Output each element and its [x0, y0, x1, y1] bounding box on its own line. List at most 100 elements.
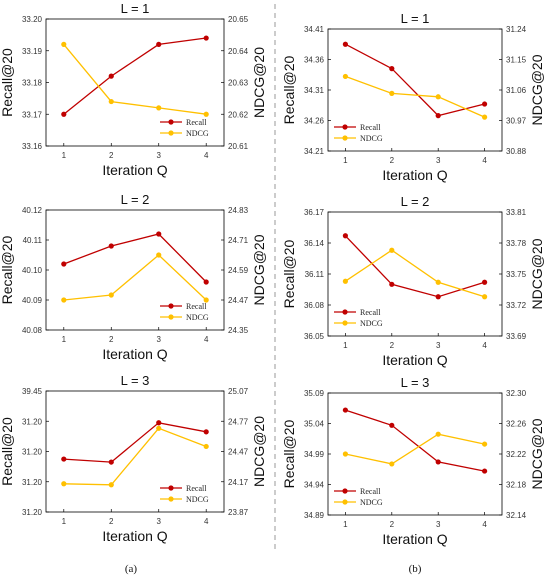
chart-title: L = 1: [401, 11, 430, 26]
y-tick-label: 40.09: [22, 296, 43, 305]
data-point-ndcg: [342, 451, 348, 457]
x-tick-label: 1: [343, 341, 348, 350]
data-point-recall: [108, 459, 114, 465]
y-tick-label: 34.36: [304, 56, 325, 65]
y-tick-label: 33.20: [22, 15, 43, 24]
y2-tick-label: 20.65: [228, 15, 249, 24]
chart-title: L = 1: [121, 1, 150, 16]
series-line-recall: [63, 422, 207, 463]
y-tick-label: 35.09: [304, 389, 325, 398]
legend-label-ndcg: NDCG: [186, 129, 209, 138]
x-tick-label: 1: [343, 156, 348, 165]
legend-marker-ndcg: [168, 496, 174, 502]
chart-a-3: L = 3 31.20 31.20 31.20 31.20 39.45 23.87 24.17…: [0, 373, 267, 544]
y2-tick-label: 25.07: [228, 387, 249, 396]
data-point-recall: [342, 41, 348, 47]
y-axis-title: Recall@20: [0, 417, 15, 486]
y2-tick-label: 32.22: [506, 450, 527, 459]
x-tick-label: 2: [109, 335, 114, 344]
legend-marker-ndcg: [168, 130, 174, 136]
data-point-ndcg: [342, 73, 348, 80]
y-tick-label: 35.04: [304, 420, 325, 429]
y2-axis-title: NDCG@20: [251, 234, 267, 305]
y2-tick-label: 33.75: [506, 270, 527, 279]
x-tick-label: 4: [204, 151, 209, 160]
y-tick-label: 34.41: [304, 25, 325, 34]
series-line-ndcg: [63, 254, 207, 301]
y-tick-label: 31.20: [22, 417, 43, 426]
data-point-ndcg: [156, 425, 162, 431]
legend-label-ndcg: NDCG: [360, 134, 383, 143]
data-point-ndcg: [156, 252, 162, 258]
legend-label-recall: Recall: [360, 123, 381, 132]
y-axis-title: Recall@20: [281, 239, 297, 308]
legend-marker-recall: [342, 309, 348, 315]
y2-tick-label: 32.26: [506, 420, 527, 429]
y2-axis-title: NDCG@20: [529, 418, 545, 489]
chart-b-1: L = 1 34.21 34.26 34.31 34.36 34.41 30.88 30.97…: [281, 11, 545, 183]
data-point-ndcg: [108, 292, 114, 298]
y2-tick-label: 24.77: [228, 417, 249, 426]
legend-marker-recall: [168, 303, 174, 309]
data-point-ndcg: [203, 443, 209, 450]
data-point-recall: [389, 66, 395, 72]
y-tick-label: 39.45: [22, 387, 43, 396]
y-tick-label: 31.20: [22, 448, 43, 457]
y2-tick-label: 33.69: [506, 332, 527, 341]
data-point-ndcg: [389, 247, 395, 253]
y2-tick-label: 24.35: [228, 326, 249, 335]
x-tick-label: 3: [436, 156, 441, 165]
data-point-ndcg: [61, 481, 67, 487]
x-tick-label: 1: [62, 151, 67, 160]
y2-tick-label: 20.64: [228, 47, 249, 56]
x-axis-title: Iteration Q: [102, 346, 167, 362]
data-point-recall: [435, 459, 441, 465]
y-tick-label: 36.17: [304, 208, 325, 217]
legend-label-ndcg: NDCG: [360, 319, 383, 328]
x-tick-label: 2: [109, 517, 114, 526]
data-point-ndcg: [482, 114, 488, 120]
y2-tick-label: 24.71: [228, 236, 249, 245]
legend-marker-ndcg: [342, 499, 348, 505]
legend-marker-ndcg: [168, 314, 174, 320]
chart-title: L = 2: [401, 194, 430, 209]
x-tick-label: 1: [343, 520, 348, 529]
data-point-recall: [61, 456, 67, 462]
data-point-ndcg: [482, 294, 488, 300]
data-point-ndcg: [108, 98, 114, 105]
y2-tick-label: 31.24: [506, 25, 527, 34]
y-tick-label: 31.20: [22, 508, 43, 517]
y-tick-label: 34.94: [304, 481, 325, 490]
y-tick-label: 33.17: [22, 110, 43, 119]
legend-marker-recall: [168, 119, 174, 125]
data-point-ndcg: [389, 90, 395, 96]
y-tick-label: 40.08: [22, 326, 43, 335]
x-axis-title: Iteration Q: [102, 162, 167, 178]
y-tick-label: 34.89: [304, 511, 325, 520]
x-tick-label: 2: [390, 520, 395, 529]
data-point-ndcg: [435, 94, 441, 100]
y2-tick-label: 24.47: [228, 448, 249, 457]
y2-tick-label: 24.83: [228, 206, 249, 215]
y-axis-title: Recall@20: [0, 235, 15, 304]
x-tick-label: 4: [482, 341, 487, 350]
y-axis-title: Recall@20: [0, 48, 15, 117]
y-tick-label: 40.10: [22, 266, 43, 275]
legend-label-recall: Recall: [186, 118, 207, 127]
y2-tick-label: 32.14: [506, 511, 527, 520]
data-point-recall: [61, 111, 67, 117]
series-line-recall: [345, 43, 485, 117]
legend-marker-recall: [342, 124, 348, 130]
data-point-ndcg: [108, 482, 114, 488]
data-point-recall: [108, 243, 114, 249]
y-tick-label: 34.31: [304, 86, 325, 95]
x-axis-title: Iteration Q: [382, 167, 447, 183]
y2-tick-label: 32.18: [506, 481, 527, 490]
plot-frame: [327, 211, 503, 337]
data-point-recall: [435, 113, 441, 119]
data-point-ndcg: [389, 461, 395, 467]
x-tick-label: 3: [157, 151, 162, 160]
data-point-ndcg: [61, 297, 67, 303]
series-line-ndcg: [345, 433, 485, 465]
